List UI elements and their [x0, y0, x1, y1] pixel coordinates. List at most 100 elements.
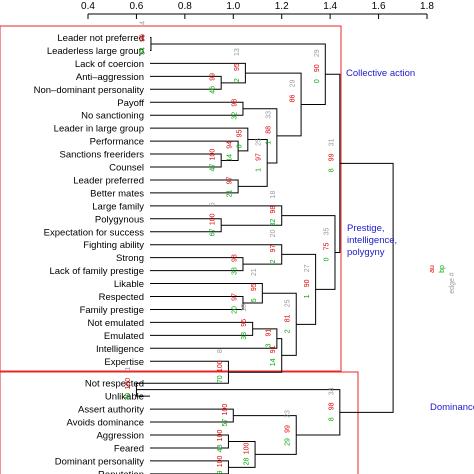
bp-value: 2 — [234, 78, 241, 82]
leaf-label: Strong — [116, 253, 144, 264]
edge-number: 18 — [270, 191, 277, 199]
bp-value: 47 — [210, 164, 217, 172]
bp-value: 28 — [244, 457, 251, 465]
dendrogram-link — [150, 205, 283, 226]
legend-entry: edge # — [449, 272, 456, 294]
bp-value: 2 — [285, 329, 292, 333]
leaf-label: Expectation for success — [44, 227, 145, 238]
au-value: 100 — [244, 442, 251, 454]
bp-value: 5 — [251, 298, 258, 302]
leaf-label: Not respected — [85, 379, 144, 390]
edge-number: 31 — [328, 138, 335, 146]
leaf-label: Sanctions freeriders — [60, 150, 145, 161]
edge-number: 13 — [234, 48, 241, 56]
au-value: 86 — [290, 94, 297, 102]
x-tick-label: 0.6 — [129, 1, 143, 12]
dendrogram-link — [150, 296, 244, 310]
au-value: 94 — [227, 141, 234, 149]
au-value: 99 — [328, 153, 335, 161]
leaf-label: Large family — [92, 201, 144, 212]
leaf-label: Aggression — [96, 431, 144, 442]
au-value: 100 — [210, 213, 217, 225]
dendrogram-link — [281, 253, 317, 325]
dendrogram-link — [242, 108, 278, 164]
au-value: 100 — [217, 430, 224, 442]
cluster-box-lower — [0, 371, 359, 474]
edge-number: 25 — [285, 299, 292, 307]
leaf-label: Not emulated — [87, 318, 144, 329]
dendrogram-link — [150, 140, 239, 162]
x-tick-label: 1.6 — [372, 1, 386, 12]
dendrogram-root-link — [339, 162, 394, 413]
au-value: 100 — [222, 404, 229, 416]
au-value: 97 — [231, 293, 238, 301]
edge-number: 33 — [265, 111, 272, 119]
dendrogram-link — [228, 440, 256, 468]
leaf-label: Fighting ability — [83, 240, 144, 251]
au-value: 91 — [265, 329, 272, 337]
edge-number: 1 — [125, 367, 132, 371]
x-tick-label: 0.4 — [81, 1, 95, 12]
legend-entry: bp — [439, 265, 446, 273]
edge-number: 27 — [304, 264, 311, 272]
au-value: 98 — [231, 254, 238, 262]
au-value: 96 — [241, 319, 248, 327]
bootstrap-values: 9954499469521398321004794149569721971258… — [125, 21, 335, 474]
au-value: 95 — [251, 283, 258, 291]
bp-value: 6 — [236, 144, 243, 148]
bp-value: 8 — [328, 168, 335, 172]
edge-number: 21 — [251, 268, 258, 276]
x-tick-label: 1.0 — [226, 1, 240, 12]
dendrogram-link — [150, 101, 244, 116]
leaf-label: Leader in large group — [54, 124, 144, 135]
leaf-label: Emulated — [104, 331, 144, 342]
leaf-label: Anti–aggression — [76, 72, 144, 83]
bp-value: 57 — [222, 419, 229, 427]
dendrogram-link — [150, 257, 244, 272]
leaf-label: Payoff — [117, 98, 144, 109]
bp-value: 54 — [139, 47, 146, 55]
leaf-label: Lack of coercion — [75, 59, 144, 70]
dendrogram-link — [150, 283, 263, 304]
au-value: 97 — [227, 176, 234, 184]
leaf-label: Avoids dominance — [67, 418, 144, 429]
leaf-label: Counsel — [109, 163, 144, 174]
dendrogram-link — [150, 62, 246, 84]
bp-value: 32 — [231, 112, 238, 120]
edge-number: 29 — [290, 79, 297, 87]
au-value: 95 — [234, 63, 241, 71]
legend-entry: au — [429, 265, 436, 273]
leaf-label: Polygynous — [95, 214, 144, 225]
au-value: 98 — [231, 99, 238, 107]
bp-value: 32 — [270, 219, 277, 227]
au-value: 100 — [217, 455, 224, 467]
edge-number: 25 — [256, 138, 263, 146]
leaf-label: Family prestige — [80, 305, 144, 316]
leaf-label: Reputation — [98, 469, 144, 474]
edge-number: 20 — [270, 229, 277, 237]
au-value: 90 — [314, 64, 321, 72]
au-value: 99 — [210, 73, 217, 81]
bp-value: 0 — [323, 257, 330, 261]
leaf-label: Unlikable — [105, 392, 144, 403]
au-value: 98 — [328, 402, 335, 410]
leaf-label: Likable — [114, 279, 144, 290]
bp-value: 1 — [256, 168, 263, 172]
dendrogram-link — [325, 73, 341, 253]
au-value: 97 — [270, 244, 277, 252]
cluster-label-collective-action: Collective action — [346, 68, 415, 79]
cluster-label-prestige: intelligence, — [347, 235, 397, 246]
au-value: 100 — [210, 149, 217, 161]
dendrogram-link — [150, 244, 283, 265]
bp-value: 46 — [217, 444, 224, 452]
dendrogram-edges — [135, 37, 394, 474]
cluster-box-upper — [0, 25, 342, 372]
dendrogram-link — [150, 321, 254, 336]
x-tick-label: 0.8 — [178, 1, 192, 12]
au-value: 75 — [323, 242, 330, 250]
edge-number: 3 — [217, 444, 224, 448]
bp-value: 70 — [217, 375, 224, 383]
dendrogram-link — [150, 179, 239, 194]
cluster-boxes — [0, 25, 359, 474]
